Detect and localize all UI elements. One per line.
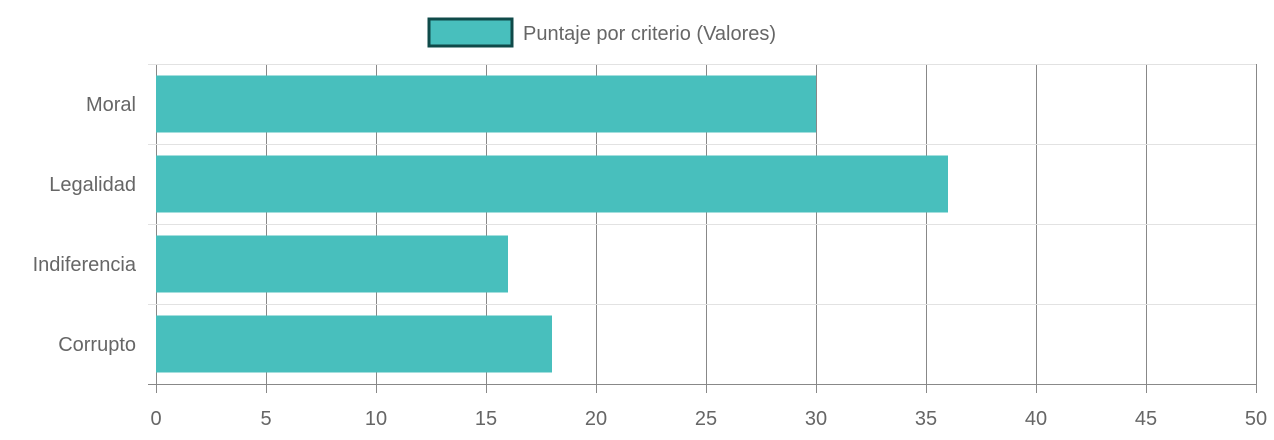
y-tick-label: Indiferencia [33, 254, 137, 276]
x-tick-label: 40 [1025, 408, 1047, 430]
x-tick-label: 50 [1245, 408, 1267, 430]
x-tick-label: 30 [805, 408, 827, 430]
bar-indiferencia[interactable] [156, 235, 508, 293]
bars [156, 75, 948, 373]
y-tick-labels: Moral Legalidad Indiferencia Corrupto [33, 94, 137, 356]
y-tick-label: Legalidad [49, 174, 136, 196]
legend[interactable]: Puntaje por criterio (Valores) [427, 17, 776, 48]
x-tick-label: 0 [150, 408, 161, 430]
x-tick-label: 20 [585, 408, 607, 430]
x-tick-label: 35 [915, 408, 937, 430]
bar-legalidad[interactable] [156, 155, 948, 213]
x-tick-label: 10 [365, 408, 387, 430]
legend-label[interactable]: Puntaje por criterio (Valores) [523, 23, 776, 45]
x-tick-label: 5 [260, 408, 271, 430]
x-tick-labels: 0 5 10 15 20 25 30 35 40 45 50 [150, 408, 1267, 430]
y-tick-label: Corrupto [58, 334, 136, 356]
x-tick-label: 25 [695, 408, 717, 430]
legend-swatch[interactable] [427, 17, 514, 48]
x-tick-label: 15 [475, 408, 497, 430]
y-tick-label: Moral [86, 94, 136, 116]
x-tick-label: 45 [1135, 408, 1157, 430]
bar-moral[interactable] [156, 75, 816, 133]
bar-corrupto[interactable] [156, 315, 552, 373]
